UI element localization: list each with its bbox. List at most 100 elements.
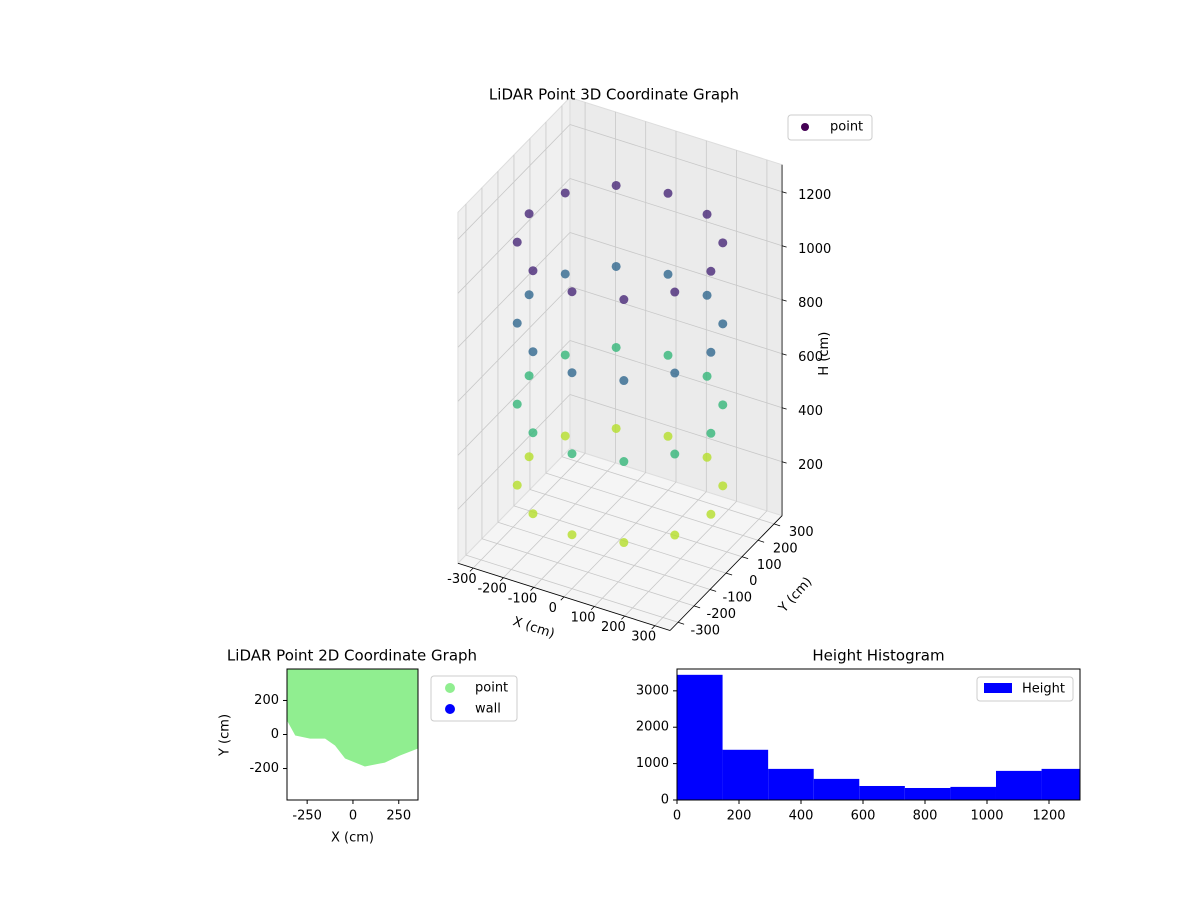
point xyxy=(567,449,577,459)
point xyxy=(512,480,522,490)
legend-marker xyxy=(984,683,1012,693)
grid-line xyxy=(457,232,571,348)
z-tick-label: 800 xyxy=(798,296,823,311)
x-tick-label: 200 xyxy=(727,809,752,824)
y-tick-label: 0 xyxy=(749,574,757,589)
tick-mark xyxy=(560,596,565,601)
legend-label: Height xyxy=(1022,682,1065,697)
y-tick-label: 1000 xyxy=(636,756,669,771)
point xyxy=(702,371,712,381)
grid-line xyxy=(481,538,695,607)
point xyxy=(670,368,680,378)
legend-label: wall xyxy=(475,702,501,717)
bars xyxy=(677,674,1080,800)
grid-line xyxy=(513,505,727,574)
point xyxy=(718,481,728,491)
point xyxy=(512,318,522,328)
y-tick-label: 200 xyxy=(773,541,798,556)
point xyxy=(718,400,728,410)
point xyxy=(670,287,680,297)
tick-mark xyxy=(781,299,787,302)
grid-line xyxy=(569,394,783,463)
x-tick-label: 1000 xyxy=(970,809,1003,824)
z-tick-label: 400 xyxy=(798,404,823,419)
x-axis-label: X (cm) xyxy=(511,614,557,642)
point xyxy=(706,347,716,357)
z-tick-label: 1000 xyxy=(798,242,831,257)
point-area xyxy=(287,669,418,767)
y-tick-label: 200 xyxy=(254,693,279,708)
legend-label: point xyxy=(830,120,863,135)
point xyxy=(512,237,522,247)
chart-title: Height Histogram xyxy=(812,647,944,665)
point xyxy=(528,509,538,519)
tick-mark xyxy=(621,615,625,620)
point xyxy=(512,399,522,409)
x-tick-label: -250 xyxy=(292,809,322,824)
y-axis-label: Y (cm) xyxy=(775,575,815,617)
x-tick-label: 200 xyxy=(601,620,626,635)
y-axis xyxy=(669,515,783,631)
y-tick-label: 100 xyxy=(757,558,782,573)
point xyxy=(560,350,570,360)
y-tick-label: 300 xyxy=(789,525,814,540)
point xyxy=(619,538,629,548)
x-tick-label: 300 xyxy=(631,630,656,645)
point xyxy=(619,295,629,305)
point xyxy=(524,371,534,381)
grid-line xyxy=(497,521,711,590)
point xyxy=(619,376,629,386)
bar xyxy=(995,770,1042,800)
point xyxy=(567,530,577,540)
point xyxy=(663,269,673,279)
x-tick-label: 600 xyxy=(851,809,876,824)
bar xyxy=(768,768,814,800)
y-axis-label: Y (cm) xyxy=(218,714,233,757)
bar xyxy=(859,785,905,800)
tick-mark xyxy=(781,191,787,194)
point xyxy=(718,319,728,329)
grid-line xyxy=(569,232,783,301)
legend-marker xyxy=(445,683,455,693)
tick-mark xyxy=(677,621,685,625)
bar xyxy=(677,674,723,800)
grid-line xyxy=(465,554,679,623)
grid-line xyxy=(529,489,743,558)
point xyxy=(706,509,716,519)
tick-mark xyxy=(499,577,504,582)
point xyxy=(702,290,712,300)
point xyxy=(524,209,534,219)
y-tick-label: 3000 xyxy=(636,683,669,698)
grid-line xyxy=(457,286,571,402)
legend-box xyxy=(787,114,873,141)
point xyxy=(619,457,629,467)
bar xyxy=(1041,768,1080,800)
tick-mark xyxy=(469,567,474,572)
bar xyxy=(722,749,769,800)
x-tick-label: -300 xyxy=(447,572,477,587)
grid-line xyxy=(569,178,783,247)
x-axis-label: X (cm) xyxy=(331,831,374,846)
y-tick-label: -200 xyxy=(249,761,279,776)
point xyxy=(560,431,570,441)
z-tick-label: 1200 xyxy=(798,188,831,203)
tick-mark xyxy=(757,539,765,543)
tick-mark xyxy=(725,572,733,576)
x-tick-label: -100 xyxy=(508,591,538,606)
point xyxy=(524,452,534,462)
point xyxy=(706,266,716,276)
point xyxy=(706,428,716,438)
bar xyxy=(813,778,860,800)
point xyxy=(524,290,534,300)
point xyxy=(560,188,570,198)
y-tick-label: 0 xyxy=(661,793,669,808)
bar xyxy=(950,786,996,800)
point xyxy=(528,266,538,276)
point xyxy=(670,449,680,459)
tick-mark xyxy=(693,605,701,609)
legend-marker xyxy=(445,704,455,714)
point xyxy=(611,261,621,271)
tick-mark xyxy=(773,523,781,527)
point xyxy=(611,180,621,190)
